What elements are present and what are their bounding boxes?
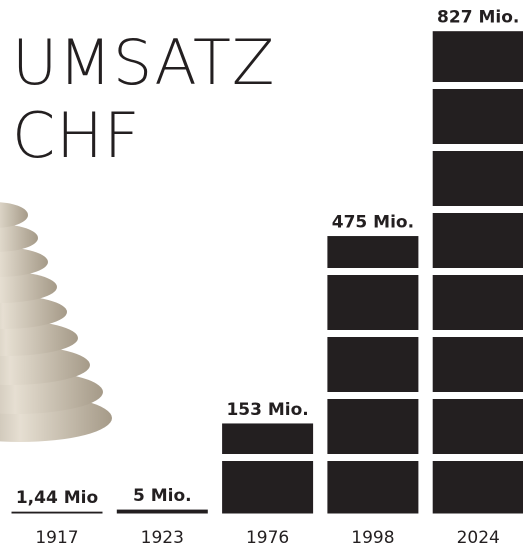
bar [223,424,313,513]
value-label: 5 Mio. [133,486,192,506]
x-tick-label: 1923 [141,528,184,548]
block-gap [432,82,523,89]
value-label: 153 Mio. [226,400,308,420]
block-gap [432,144,523,151]
block-gap [432,454,523,461]
x-tick-label: 1917 [35,528,78,548]
block-gap [327,330,419,337]
block-gap [432,392,523,399]
block-gap [222,454,314,461]
bar [328,237,418,513]
block-gap [327,392,419,399]
chart: UMSATZ CHF 1,44 Mio 1917 5 Mio. 1923 153 Mio… [0,0,523,548]
chart-title: UMSATZ [12,26,275,99]
block-gap [327,268,419,275]
x-tick-label: 1998 [351,528,394,548]
block-gap [432,330,523,337]
bar [12,512,102,513]
value-label: 827 Mio. [437,8,519,28]
block-gap [432,268,523,275]
chart-title: CHF [12,99,141,172]
block-gap [432,206,523,213]
value-label: 475 Mio. [332,213,414,233]
x-tick-label: 1976 [246,528,289,548]
value-label: 1,44 Mio [16,488,98,508]
x-tick-label: 2024 [457,528,500,548]
block-gap [327,454,419,461]
coin-stack [0,202,112,442]
bar [117,510,207,513]
